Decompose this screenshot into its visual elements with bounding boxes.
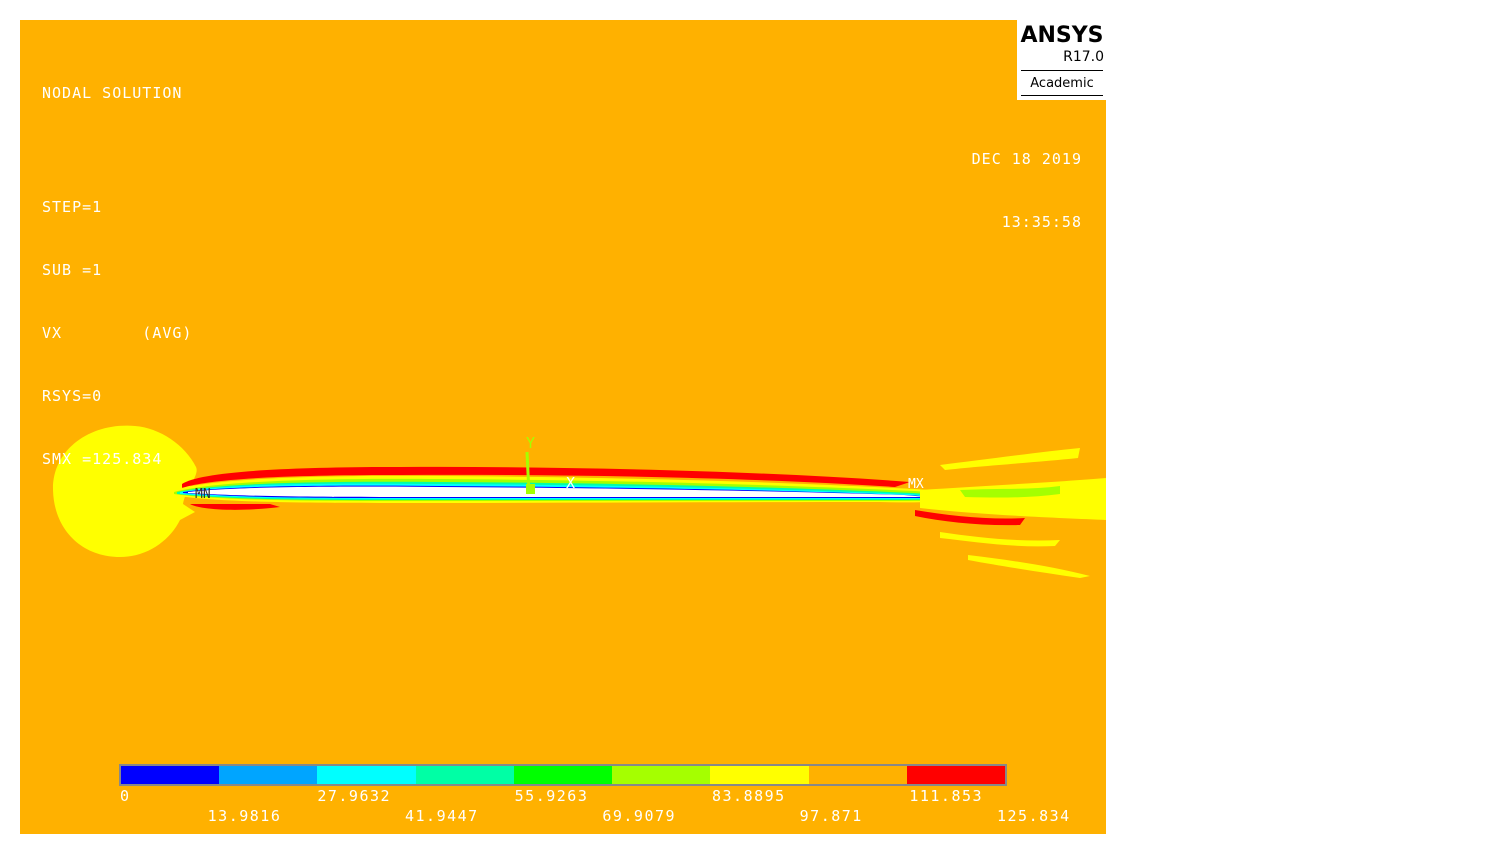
solution-info: NODAL SOLUTION STEP=1 SUB =1 VX (AVG) RS…	[42, 41, 192, 512]
colorbar	[119, 764, 1007, 786]
info-title: NODAL SOLUTION	[42, 84, 183, 102]
logo-edition: Academic	[1030, 76, 1094, 91]
colorbar-segment-3	[415, 766, 514, 784]
info-sub: SUB =1	[42, 261, 103, 279]
logo-version: R17.0	[1063, 49, 1104, 65]
colorbar-label-top: 111.853	[909, 787, 984, 805]
info-quantity: VX (AVG)	[42, 324, 193, 342]
triad-x-label: X	[566, 474, 575, 492]
wake-streak-6	[940, 532, 1060, 547]
wake-streak-5	[968, 555, 1090, 578]
wake-streak-2	[920, 478, 1106, 520]
ansys-logo: ANSYS R17.0 Academic	[1017, 20, 1106, 100]
wake-streak-1	[940, 448, 1080, 470]
triad-origin	[526, 484, 535, 494]
logo-divider	[1021, 70, 1103, 71]
colorbar-label-top: 55.9263	[514, 787, 589, 805]
wake-streak-4	[915, 510, 1025, 526]
colorbar-segment-5	[612, 766, 711, 784]
colorbar-segment-2	[317, 766, 416, 784]
contour-band-red-upper	[182, 466, 910, 488]
graphics-viewport[interactable]: Y X MN MX NODAL SOLUTION STEP=1 SUB =1 V…	[20, 20, 1106, 834]
contour-region-leading-edge	[52, 425, 197, 557]
info-rsys: RSYS=0	[42, 387, 103, 405]
time-text: 13:35:58	[1001, 213, 1082, 231]
logo-brand: ANSYS	[1020, 23, 1104, 48]
colorbar-segment-1	[219, 766, 318, 784]
colorbar-segment-6	[710, 766, 809, 784]
wake-streak-3	[960, 486, 1060, 498]
colorbar-label-bottom: 13.9816	[207, 807, 282, 825]
date-time: DEC 18 2019 13:35:58	[972, 107, 1082, 275]
colorbar-label-bottom: 69.9079	[602, 807, 677, 825]
colorbar-label-top: 0	[120, 787, 131, 805]
colorbar-label-top: 83.8895	[712, 787, 786, 805]
colorbar-segment-0	[121, 766, 220, 784]
colorbar-label-bottom: 41.9447	[405, 807, 479, 825]
colorbar-label-top: 27.9632	[317, 787, 392, 805]
max-marker-label: MX	[908, 477, 924, 492]
logo-divider-bottom	[1021, 95, 1103, 96]
colorbar-segment-4	[513, 766, 613, 784]
colorbar-segment-7	[808, 766, 907, 784]
contour-band-red-lower	[190, 504, 280, 510]
triad-y-label: Y	[526, 434, 535, 452]
colorbar-label-bottom: 125.834	[997, 807, 1071, 825]
info-smx: SMX =125.834	[42, 450, 163, 468]
min-marker-label: MN	[195, 487, 211, 502]
info-step: STEP=1	[42, 198, 103, 216]
colorbar-segment-8	[906, 766, 1005, 784]
colorbar-label-bottom: 97.871	[799, 807, 863, 825]
airfoil-body	[188, 486, 932, 497]
contour-plot: Y X MN MX	[52, 425, 1106, 578]
date-text: DEC 18 2019	[971, 150, 1082, 168]
